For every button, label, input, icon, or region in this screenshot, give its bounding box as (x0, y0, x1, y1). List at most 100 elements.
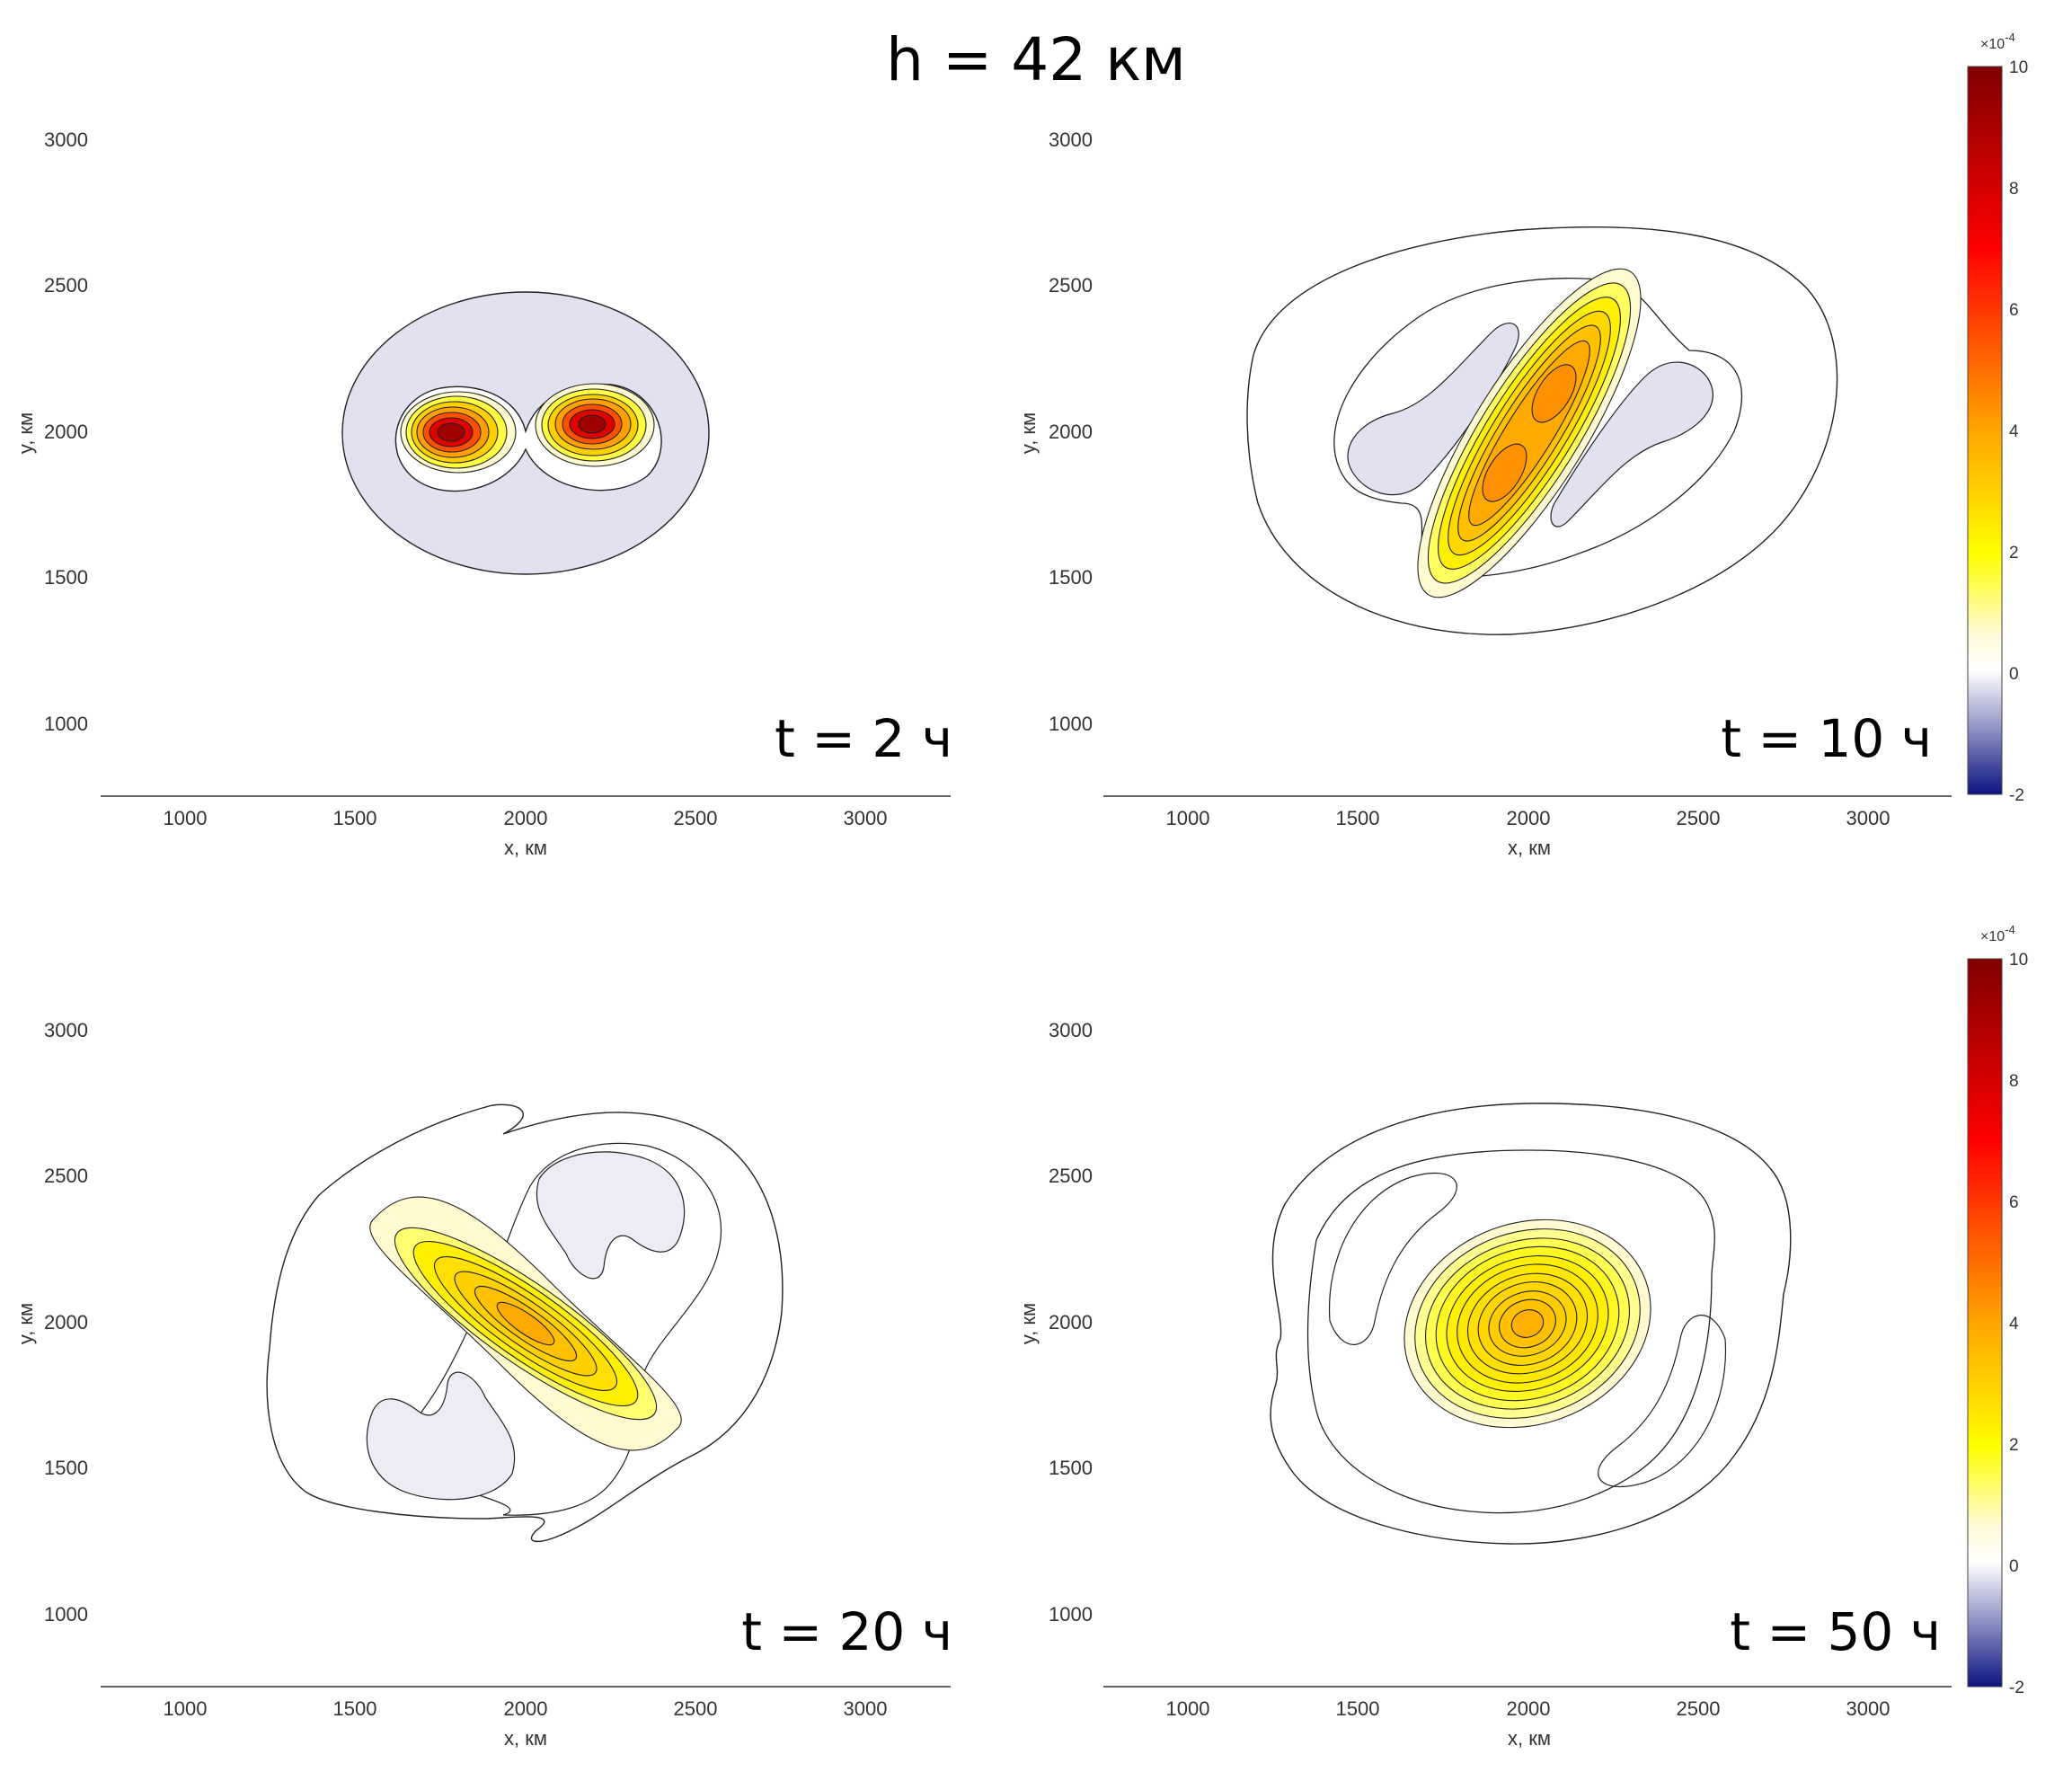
y-tick-label: 1500 (44, 1457, 88, 1479)
y-tick-label: 1500 (44, 566, 88, 589)
x-tick-label: 1000 (164, 1697, 208, 1720)
figure-title: h = 42 км (886, 25, 1186, 94)
middle-contour (1306, 1149, 1715, 1514)
panel-label: t = 20 ч (741, 1601, 952, 1662)
positive-band (1417, 268, 1642, 598)
colorbar-tick: 0 (2009, 665, 2019, 684)
colorbar-tick: 0 (2009, 1557, 2019, 1576)
negative-lobe-left (1347, 323, 1519, 496)
panel-label: t = 50 ч (1730, 1601, 1941, 1662)
x-tick-label: 1500 (333, 807, 377, 829)
colorbar-tick: 4 (2009, 1315, 2019, 1334)
y-axis-label: y, км (14, 1303, 37, 1344)
positive-core-right (535, 383, 655, 467)
x-tick-label: 3000 (1846, 807, 1890, 829)
colorbar-tick: 10 (2009, 58, 2028, 77)
x-tick-label: 1000 (164, 807, 208, 829)
x-tick-labels: 1000 1500 2000 2500 3000 (164, 807, 888, 829)
x-axis-label: x, км (1508, 837, 1551, 859)
x-tick-label: 1500 (333, 1697, 377, 1720)
y-tick-labels: 1000 1500 2000 2500 3000 (44, 128, 88, 735)
positive-core-left (400, 391, 517, 474)
x-tick-label: 3000 (1846, 1697, 1890, 1720)
x-axis-label: x, км (1508, 1727, 1551, 1750)
positive-core (1403, 1218, 1651, 1429)
outer-contour (1246, 226, 1838, 635)
y-axis-label: y, км (1017, 412, 1040, 454)
y-tick-label: 1000 (44, 713, 88, 735)
y-tick-label: 2500 (44, 274, 88, 297)
x-tick-label: 1500 (1336, 1697, 1380, 1720)
outer-contour (1270, 1103, 1792, 1545)
x-tick-labels: 1000 1500 2000 2500 3000 (164, 1697, 888, 1720)
y-tick-label: 3000 (44, 128, 88, 151)
negative-lobe-right (1550, 361, 1713, 527)
colorbar-exponent: ×10-4 (1980, 923, 2015, 944)
colorbar-tick: 2 (2009, 544, 2019, 563)
x-tick-label: 2500 (1677, 1697, 1721, 1720)
panel-t10: t = 10 ч x, км y, км 1000 1500 2000 2500… (1017, 128, 1952, 859)
y-tick-label: 1500 (1049, 566, 1093, 589)
x-tick-label: 2000 (504, 807, 548, 829)
colorbar-tick: 10 (2009, 951, 2028, 970)
outer-contour (266, 1103, 784, 1542)
colorbar-gradient (1967, 958, 2003, 1688)
panel-t2: t = 2 ч x, км y, км 1000 1500 2000 2500 … (14, 128, 952, 859)
y-tick-label: 2500 (1049, 274, 1093, 297)
y-tick-label: 2500 (1049, 1165, 1093, 1187)
colorbar-tick: 2 (2009, 1436, 2019, 1455)
colorbar-gradient (1967, 66, 2003, 795)
y-tick-labels: 1000 1500 2000 2500 3000 (1049, 128, 1093, 735)
y-tick-label: 2000 (44, 1311, 88, 1334)
inner-arm-right (1598, 1315, 1727, 1487)
zero-contour (411, 1142, 722, 1516)
y-axis-label: y, км (1017, 1303, 1040, 1344)
y-tick-label: 1000 (1049, 713, 1093, 735)
colorbar-tick: -2 (2009, 1679, 2024, 1697)
x-tick-label: 3000 (844, 1697, 888, 1720)
y-tick-label: 3000 (1049, 128, 1093, 151)
x-tick-label: 1000 (1166, 807, 1210, 829)
colorbar-tick: -2 (2009, 786, 2024, 805)
colorbar-tick: 6 (2009, 301, 2019, 320)
y-tick-label: 3000 (44, 1019, 88, 1041)
colorbar-top: ×10-4 10 8 6 4 2 0 -2 (1967, 31, 2028, 805)
contour-field (1270, 1103, 1792, 1545)
colorbar-tick: 6 (2009, 1193, 2019, 1212)
panel-label: t = 2 ч (775, 708, 952, 769)
x-axis-label: x, км (504, 837, 547, 859)
contour-field (341, 291, 710, 575)
colorbar-tick: 8 (2009, 1072, 2019, 1091)
panel-t20: t = 20 ч x, км y, км 1000 1500 2000 2500… (14, 1019, 952, 1750)
y-tick-labels: 1000 1500 2000 2500 3000 (1049, 1019, 1093, 1626)
x-tick-label: 2000 (1507, 807, 1551, 829)
contour-field (1246, 226, 1838, 635)
y-tick-label: 2000 (44, 421, 88, 443)
panel-t50: t = 50 ч x, км y, км 1000 1500 2000 2500… (1017, 1019, 1952, 1750)
x-tick-label: 2000 (1507, 1697, 1551, 1720)
y-tick-label: 2500 (44, 1165, 88, 1187)
x-tick-label: 2500 (674, 1697, 718, 1720)
y-tick-labels: 1000 1500 2000 2500 3000 (44, 1019, 88, 1626)
colorbar-tick: 8 (2009, 180, 2019, 199)
colorbar-tick: 4 (2009, 422, 2019, 441)
colorbar-exponent: ×10-4 (1980, 31, 2015, 52)
contour-field (266, 1103, 784, 1542)
inner-arm-left (1328, 1173, 1457, 1345)
negative-lobe-bottom (366, 1371, 516, 1501)
y-tick-label: 2000 (1049, 1311, 1093, 1334)
y-tick-label: 1000 (1049, 1603, 1093, 1626)
y-axis-label: y, км (14, 412, 37, 454)
x-tick-label: 1000 (1166, 1697, 1210, 1720)
panel-label: t = 10 ч (1721, 708, 1932, 769)
x-tick-label: 3000 (844, 807, 888, 829)
x-tick-label: 2500 (674, 807, 718, 829)
x-tick-label: 2000 (504, 1697, 548, 1720)
x-axis-label: x, км (504, 1727, 547, 1750)
positive-spiral-core (369, 1196, 682, 1451)
x-tick-labels: 1000 1500 2000 2500 3000 (1166, 1697, 1890, 1720)
colorbar-bottom: ×10-4 10 8 6 4 2 0 -2 (1967, 923, 2028, 1697)
y-tick-label: 3000 (1049, 1019, 1093, 1041)
y-tick-label: 1500 (1049, 1457, 1093, 1479)
